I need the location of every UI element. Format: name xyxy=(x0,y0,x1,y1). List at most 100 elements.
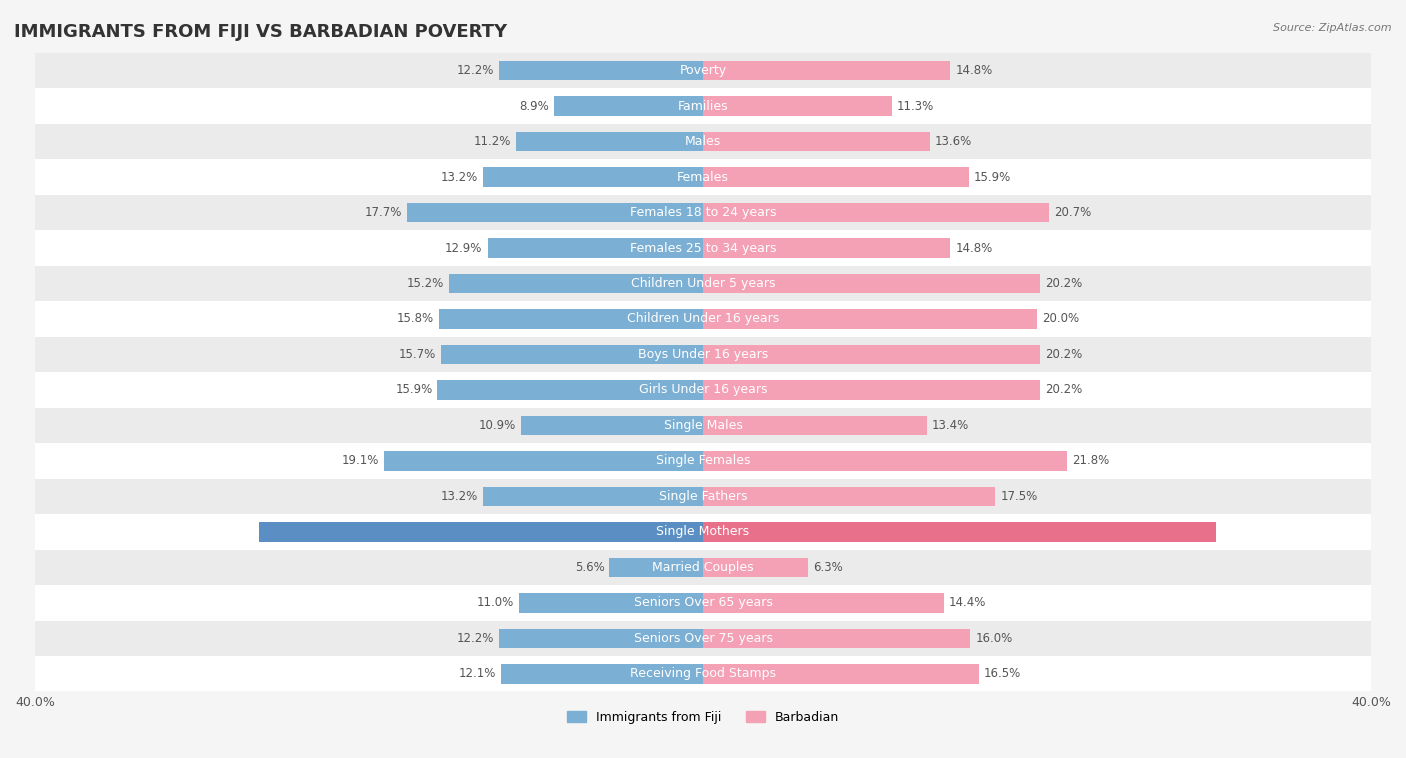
Text: 16.0%: 16.0% xyxy=(976,631,1012,645)
Text: 20.0%: 20.0% xyxy=(1042,312,1080,325)
Text: 13.4%: 13.4% xyxy=(932,419,969,432)
Bar xyxy=(609,558,703,577)
Bar xyxy=(501,664,703,684)
Text: 20.2%: 20.2% xyxy=(1046,348,1083,361)
Bar xyxy=(439,309,703,329)
Bar xyxy=(384,451,703,471)
Bar xyxy=(35,159,1371,195)
Bar xyxy=(703,664,979,684)
Text: 16.5%: 16.5% xyxy=(984,667,1021,680)
Text: Boys Under 16 years: Boys Under 16 years xyxy=(638,348,768,361)
Bar xyxy=(35,53,1371,89)
Bar xyxy=(449,274,703,293)
Bar xyxy=(482,168,703,186)
Bar xyxy=(703,309,1038,329)
Text: 20.7%: 20.7% xyxy=(1053,206,1091,219)
Bar xyxy=(35,621,1371,656)
Text: 15.9%: 15.9% xyxy=(973,171,1011,183)
Text: 14.8%: 14.8% xyxy=(955,64,993,77)
Text: 12.1%: 12.1% xyxy=(458,667,496,680)
Text: 12.2%: 12.2% xyxy=(457,631,495,645)
Text: 15.2%: 15.2% xyxy=(406,277,444,290)
Bar xyxy=(408,203,703,222)
Text: 20.2%: 20.2% xyxy=(1046,384,1083,396)
Text: Source: ZipAtlas.com: Source: ZipAtlas.com xyxy=(1274,23,1392,33)
Bar xyxy=(35,372,1371,408)
Text: 15.8%: 15.8% xyxy=(396,312,434,325)
Bar xyxy=(703,593,943,612)
Bar xyxy=(35,266,1371,301)
Bar xyxy=(35,443,1371,478)
Text: Girls Under 16 years: Girls Under 16 years xyxy=(638,384,768,396)
Bar xyxy=(259,522,703,542)
Bar xyxy=(35,230,1371,266)
Bar xyxy=(703,415,927,435)
Text: Single Females: Single Females xyxy=(655,454,751,468)
Bar xyxy=(499,628,703,648)
Bar xyxy=(519,593,703,612)
Bar xyxy=(35,550,1371,585)
Bar xyxy=(35,301,1371,337)
Text: 13.2%: 13.2% xyxy=(440,171,478,183)
Text: 15.9%: 15.9% xyxy=(395,384,433,396)
Bar xyxy=(703,487,995,506)
Text: 14.4%: 14.4% xyxy=(949,597,986,609)
Text: Males: Males xyxy=(685,135,721,148)
Bar xyxy=(703,238,950,258)
Text: Children Under 16 years: Children Under 16 years xyxy=(627,312,779,325)
Text: 12.9%: 12.9% xyxy=(446,242,482,255)
Text: 5.6%: 5.6% xyxy=(575,561,605,574)
Bar xyxy=(522,415,703,435)
Text: 19.1%: 19.1% xyxy=(342,454,380,468)
Text: Females: Females xyxy=(678,171,728,183)
Bar xyxy=(703,522,1216,542)
Bar xyxy=(703,168,969,186)
Text: 11.2%: 11.2% xyxy=(474,135,510,148)
Bar xyxy=(35,478,1371,514)
Bar xyxy=(703,381,1040,399)
Bar xyxy=(703,132,931,152)
Bar xyxy=(703,96,891,116)
Bar xyxy=(703,203,1049,222)
Legend: Immigrants from Fiji, Barbadian: Immigrants from Fiji, Barbadian xyxy=(567,710,839,724)
Bar xyxy=(703,451,1067,471)
Bar xyxy=(703,345,1040,364)
Bar xyxy=(35,656,1371,691)
Bar xyxy=(35,585,1371,621)
Text: Poverty: Poverty xyxy=(679,64,727,77)
Bar xyxy=(703,628,970,648)
Text: IMMIGRANTS FROM FIJI VS BARBADIAN POVERTY: IMMIGRANTS FROM FIJI VS BARBADIAN POVERT… xyxy=(14,23,508,41)
Text: Single Fathers: Single Fathers xyxy=(659,490,747,503)
Text: Children Under 5 years: Children Under 5 years xyxy=(631,277,775,290)
Bar xyxy=(35,89,1371,124)
Bar xyxy=(35,337,1371,372)
Text: Married Couples: Married Couples xyxy=(652,561,754,574)
Text: 8.9%: 8.9% xyxy=(520,99,550,113)
Bar xyxy=(516,132,703,152)
Bar xyxy=(499,61,703,80)
Text: Single Males: Single Males xyxy=(664,419,742,432)
Text: 13.2%: 13.2% xyxy=(440,490,478,503)
Text: 12.2%: 12.2% xyxy=(457,64,495,77)
Text: 26.6%: 26.6% xyxy=(217,525,253,538)
Text: Females 18 to 24 years: Females 18 to 24 years xyxy=(630,206,776,219)
Bar xyxy=(35,514,1371,550)
Text: 11.0%: 11.0% xyxy=(477,597,515,609)
Text: 21.8%: 21.8% xyxy=(1073,454,1109,468)
Bar xyxy=(703,558,808,577)
Text: 17.5%: 17.5% xyxy=(1000,490,1038,503)
Bar xyxy=(703,61,950,80)
Text: 14.8%: 14.8% xyxy=(955,242,993,255)
Bar xyxy=(488,238,703,258)
Text: Single Mothers: Single Mothers xyxy=(657,525,749,538)
Bar xyxy=(441,345,703,364)
Text: 30.7%: 30.7% xyxy=(1220,525,1258,538)
Text: 17.7%: 17.7% xyxy=(366,206,402,219)
Bar xyxy=(703,274,1040,293)
Text: Receiving Food Stamps: Receiving Food Stamps xyxy=(630,667,776,680)
Bar xyxy=(35,408,1371,443)
Bar xyxy=(35,124,1371,159)
Text: Females 25 to 34 years: Females 25 to 34 years xyxy=(630,242,776,255)
Bar xyxy=(35,195,1371,230)
Text: 15.7%: 15.7% xyxy=(398,348,436,361)
